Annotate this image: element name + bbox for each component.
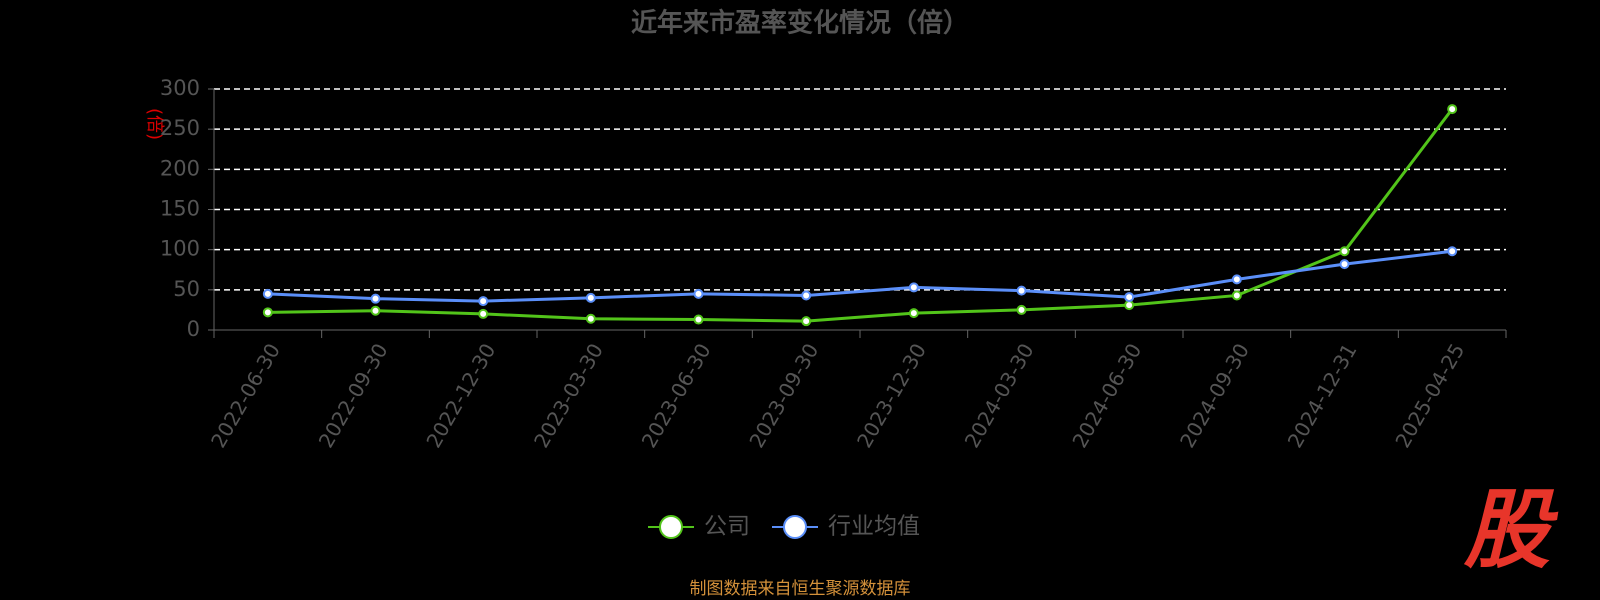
y-tick-label: 0 [187, 317, 200, 341]
data-point [801, 316, 812, 327]
data-point [1124, 300, 1135, 311]
y-tick-label: 200 [160, 156, 200, 180]
y-tick-label: 50 [173, 277, 200, 301]
data-point [1339, 246, 1350, 257]
data-point [1231, 274, 1242, 285]
legend-label: 公司 [704, 514, 750, 540]
data-point [801, 290, 812, 301]
data-point [262, 307, 273, 318]
y-tick-label: 150 [160, 197, 200, 221]
data-point [1339, 259, 1350, 270]
legend-label: 行业均值 [828, 514, 920, 540]
series-line [267, 249, 1453, 303]
data-point [693, 314, 704, 325]
data-point [1016, 304, 1027, 315]
data-point [1447, 104, 1458, 115]
y-tick-label: 300 [160, 76, 200, 100]
data-point [1124, 292, 1135, 303]
data-point [908, 282, 919, 293]
y-tick-label: 250 [160, 116, 200, 140]
data-point [908, 308, 919, 319]
data-point [370, 305, 381, 316]
y-axis-label: (倍) [144, 108, 165, 140]
series-line [267, 108, 1454, 323]
data-point [478, 296, 489, 307]
data-point [370, 293, 381, 304]
data-point [585, 292, 596, 303]
source-note: 制图数据来自恒生聚源数据库 [690, 579, 911, 599]
data-point [262, 288, 273, 299]
chart-title: 近年来市盈率变化情况（倍） [631, 8, 969, 39]
data-point [1231, 290, 1242, 301]
legend-marker [659, 515, 683, 539]
data-point [1447, 246, 1458, 257]
data-point [585, 313, 596, 324]
data-point [478, 308, 489, 319]
logo: 股 [1463, 480, 1559, 580]
y-tick-label: 100 [160, 237, 200, 261]
legend-marker [783, 515, 807, 539]
data-point [1016, 285, 1027, 296]
data-point [693, 288, 704, 299]
